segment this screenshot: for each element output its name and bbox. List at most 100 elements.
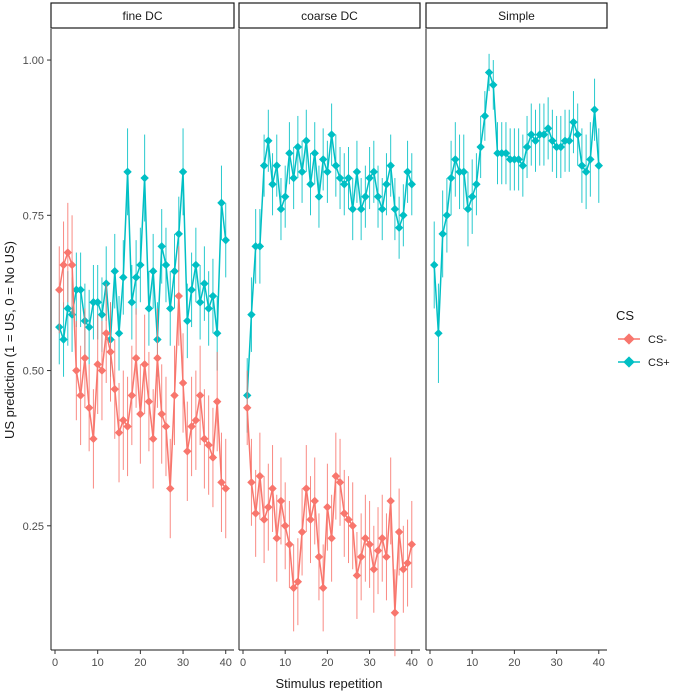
x-tick-label-fine-dc-30: 30 xyxy=(177,657,189,669)
point-coarse-dc-cs-plus-31 xyxy=(369,167,379,177)
point-simple-cs-plus-8 xyxy=(459,167,468,177)
point-coarse-dc-cs-minus-32 xyxy=(373,546,383,555)
point-coarse-dc-cs-plus-39 xyxy=(403,167,412,177)
point-fine-dc-cs-plus-3 xyxy=(63,304,73,313)
series-fine-dc-cs-minus xyxy=(55,202,230,539)
series-line-fine-dc-cs-minus xyxy=(58,250,227,489)
point-fine-dc-cs-plus-20 xyxy=(136,260,145,270)
point-fine-dc-cs-minus-7 xyxy=(80,353,90,363)
point-coarse-dc-cs-minus-4 xyxy=(255,471,265,481)
panel-coarse-dc: 0 10 20 30 40 xyxy=(238,29,420,669)
series-line-fine-dc-cs-plus xyxy=(58,171,227,340)
point-fine-dc-cs-minus-34 xyxy=(195,391,205,400)
y-axis-title: US prediction (1 = US, 0 = No US) xyxy=(2,241,17,439)
point-coarse-dc-cs-plus-23 xyxy=(335,173,345,183)
facet-label-coarse-dc: coarse DC xyxy=(301,9,358,23)
point-coarse-dc-cs-plus-12 xyxy=(289,173,298,183)
point-simple-cs-plus-37 xyxy=(581,167,591,177)
point-coarse-dc-cs-minus-6 xyxy=(264,502,273,512)
point-coarse-dc-cs-minus-26 xyxy=(348,521,357,530)
point-fine-dc-cs-minus-26 xyxy=(161,422,171,431)
point-coarse-dc-cs-minus-9 xyxy=(276,496,286,506)
y-tick-label-0.25: 0.25 xyxy=(23,521,44,533)
legend-swatch-marker-cs-plus xyxy=(623,356,635,368)
point-coarse-dc-cs-plus-38 xyxy=(399,211,408,220)
point-fine-dc-cs-minus-8 xyxy=(84,403,94,413)
x-tick-label-fine-dc-40: 40 xyxy=(220,657,232,669)
point-coarse-dc-cs-minus-28 xyxy=(356,552,366,562)
point-fine-dc-cs-plus-2 xyxy=(59,335,68,344)
point-coarse-dc-cs-plus-18 xyxy=(314,192,324,201)
point-coarse-dc-cs-minus-2 xyxy=(247,478,256,487)
x-tick-label-coarse-dc-10: 10 xyxy=(279,657,291,669)
x-tick-label-coarse-dc-30: 30 xyxy=(363,657,375,669)
point-fine-dc-cs-plus-40 xyxy=(221,235,230,245)
point-fine-dc-cs-plus-33 xyxy=(191,260,201,270)
x-tick-label-fine-dc-10: 10 xyxy=(92,657,104,669)
point-fine-dc-cs-plus-16 xyxy=(119,273,128,282)
point-fine-dc-cs-minus-27 xyxy=(166,484,175,493)
point-coarse-dc-cs-minus-19 xyxy=(318,583,328,593)
point-coarse-dc-cs-plus-13 xyxy=(293,142,303,152)
point-coarse-dc-cs-minus-8 xyxy=(272,534,281,543)
point-coarse-dc-cs-minus-22 xyxy=(331,471,341,481)
point-fine-dc-cs-minus-29 xyxy=(174,291,183,301)
panel-simple: 0 10 20 30 40 xyxy=(425,29,607,669)
x-tick-label-simple-10: 10 xyxy=(466,657,478,669)
point-coarse-dc-cs-plus-22 xyxy=(331,161,341,170)
point-simple-cs-plus-11 xyxy=(472,180,481,189)
point-coarse-dc-cs-plus-37 xyxy=(394,223,404,232)
point-fine-dc-cs-plus-17 xyxy=(123,167,132,177)
point-coarse-dc-cs-plus-11 xyxy=(285,149,294,158)
point-fine-dc-cs-plus-19 xyxy=(131,273,141,282)
point-coarse-dc-cs-plus-3 xyxy=(251,242,260,251)
point-fine-dc-cs-minus-1 xyxy=(55,285,64,295)
point-coarse-dc-cs-plus-26 xyxy=(348,204,357,214)
x-tick-label-simple-30: 30 xyxy=(550,657,562,669)
point-coarse-dc-cs-plus-14 xyxy=(297,167,307,177)
point-fine-dc-cs-minus-24 xyxy=(153,353,162,363)
legend-label-cs-plus: CS+ xyxy=(648,357,670,369)
point-simple-cs-plus-36 xyxy=(577,161,587,170)
point-simple-cs-plus-5 xyxy=(446,173,456,183)
point-coarse-dc-cs-minus-35 xyxy=(386,496,395,506)
point-simple-cs-plus-13 xyxy=(480,111,490,121)
series-coarse-dc-cs-plus xyxy=(243,103,416,433)
point-simple-cs-plus-24 xyxy=(527,130,536,139)
point-simple-cs-plus-31 xyxy=(556,142,566,152)
point-fine-dc-cs-plus-6 xyxy=(76,285,85,295)
facet-strip-fine-dc: fine DC xyxy=(50,2,235,29)
legend-label-cs-minus: CS- xyxy=(648,334,667,346)
point-fine-dc-cs-minus-11 xyxy=(97,366,107,375)
point-fine-dc-cs-plus-10 xyxy=(93,298,102,307)
point-fine-dc-cs-minus-5 xyxy=(72,366,81,375)
point-coarse-dc-cs-plus-32 xyxy=(373,192,383,201)
point-simple-cs-plus-27 xyxy=(539,130,549,139)
point-fine-dc-cs-minus-25 xyxy=(157,409,166,419)
point-fine-dc-cs-plus-30 xyxy=(178,167,188,177)
point-fine-dc-cs-plus-26 xyxy=(161,260,171,270)
point-fine-dc-cs-minus-12 xyxy=(102,329,111,338)
x-axis-title: Stimulus repetition xyxy=(276,676,383,691)
point-fine-dc-cs-plus-37 xyxy=(208,291,218,301)
point-simple-cs-plus-39 xyxy=(590,105,599,114)
point-fine-dc-cs-minus-13 xyxy=(106,347,115,357)
y-axis: 0.25 0.50 0.75 1.00 xyxy=(23,55,51,533)
point-simple-cs-plus-6 xyxy=(451,155,460,164)
point-fine-dc-cs-plus-23 xyxy=(148,266,158,276)
point-coarse-dc-cs-plus-21 xyxy=(327,130,336,139)
point-coarse-dc-cs-minus-5 xyxy=(259,515,269,524)
point-coarse-dc-cs-minus-37 xyxy=(394,527,404,537)
point-coarse-dc-cs-plus-17 xyxy=(310,149,319,158)
point-simple-cs-plus-12 xyxy=(476,142,485,152)
point-coarse-dc-cs-plus-6 xyxy=(264,136,273,145)
point-fine-dc-cs-plus-34 xyxy=(195,298,205,307)
point-fine-dc-cs-plus-35 xyxy=(200,279,209,288)
point-simple-cs-plus-30 xyxy=(552,142,561,152)
point-fine-dc-cs-minus-10 xyxy=(93,360,102,369)
point-simple-cs-plus-1 xyxy=(430,260,439,270)
point-coarse-dc-cs-minus-13 xyxy=(293,577,303,586)
point-coarse-dc-cs-plus-19 xyxy=(318,155,328,164)
point-simple-cs-plus-10 xyxy=(467,192,477,201)
point-coarse-dc-cs-plus-4 xyxy=(255,242,265,251)
